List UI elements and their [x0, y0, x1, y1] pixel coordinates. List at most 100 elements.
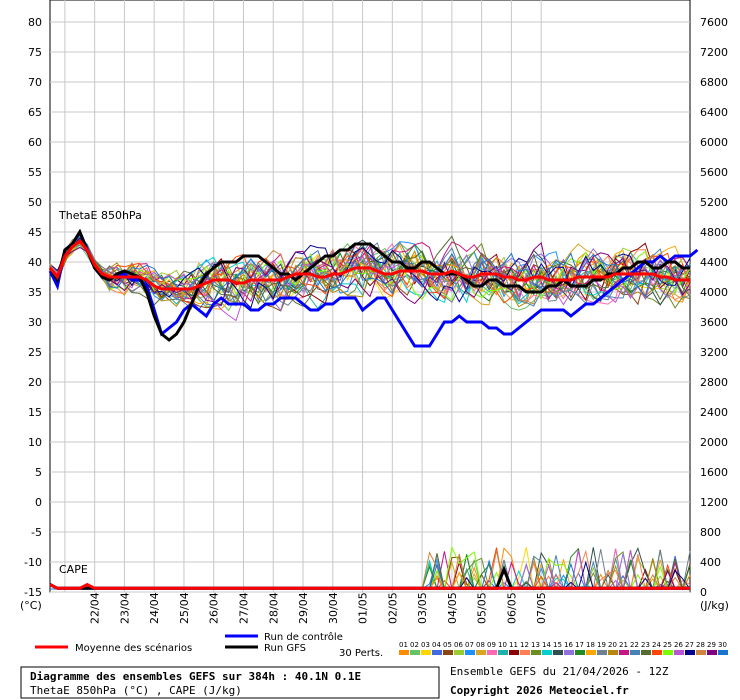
right-tick-label: 3200 — [700, 346, 728, 359]
pert-legend-swatch — [487, 650, 497, 655]
pert-legend-number: 15 — [553, 641, 562, 649]
left-tick-label: -5 — [31, 526, 42, 539]
right-tick-label: 7200 — [700, 46, 728, 59]
pert-legend-number: 06 — [454, 641, 463, 649]
pert-legend-number: 04 — [432, 641, 441, 649]
left-tick-label: 20 — [28, 376, 42, 389]
x-tick-label: 03/05 — [416, 592, 429, 624]
pert-legend-swatch — [608, 650, 618, 655]
right-tick-label: 4400 — [700, 256, 728, 269]
series-line-2 — [48, 228, 690, 342]
pert-legend-number: 29 — [707, 641, 716, 649]
left-tick-label: 45 — [28, 226, 42, 239]
chart-title: Diagramme des ensembles GEFS sur 384h : … — [30, 670, 361, 683]
pert-legend-swatch — [465, 650, 475, 655]
pert-legend-number: 05 — [443, 641, 452, 649]
pert-legend-number: 07 — [465, 641, 474, 649]
right-tick-label: 4800 — [700, 226, 728, 239]
x-tick-label: 07/05 — [535, 592, 548, 624]
x-tick-label: 04/05 — [446, 592, 459, 624]
pert-legend-swatch — [531, 650, 541, 655]
left-unit-label: (°C) — [20, 599, 42, 612]
left-tick-label: 80 — [28, 16, 42, 29]
perturbation-legend: 01 02 03 04 05 06 07 08 09 10 11 12 13 14 15 16 17 18 19 20… — [399, 641, 728, 655]
pert-legend-swatch — [476, 650, 486, 655]
left-tick-label: 40 — [28, 256, 42, 269]
left-tick-label: -10 — [24, 556, 42, 569]
pert-legend-swatch — [399, 650, 409, 655]
x-tick-label: 05/05 — [476, 592, 489, 624]
pert-legend-swatch — [564, 650, 574, 655]
pert-legend-number: 13 — [531, 641, 540, 649]
pert-legend-swatch — [641, 650, 651, 655]
pert-legend-swatch — [652, 650, 662, 655]
left-tick-label: 15 — [28, 406, 42, 419]
pert-legend-swatch — [520, 650, 530, 655]
pert-legend-swatch — [498, 650, 508, 655]
pert-legend-number: 02 — [410, 641, 419, 649]
chart-subtitle: ThetaE 850hPa (°C) , CAPE (J/kg) — [30, 684, 242, 697]
right-tick-label: 7600 — [700, 16, 728, 29]
pert-legend-swatch — [454, 650, 464, 655]
right-tick-label: 2800 — [700, 376, 728, 389]
pert-legend-number: 26 — [674, 641, 683, 649]
left-tick-label: 55 — [28, 166, 42, 179]
pert-legend-number: 19 — [597, 641, 606, 649]
pert-legend-swatch — [707, 650, 717, 655]
right-tick-label: 1200 — [700, 496, 728, 509]
right-tick-label: 0 — [700, 586, 707, 599]
x-tick-label: 30/04 — [327, 592, 340, 624]
series-cape-0 — [49, 582, 690, 590]
pert-legend-number: 01 — [399, 641, 408, 649]
pert-legend-number: 03 — [421, 641, 430, 649]
pert-legend-swatch — [421, 650, 431, 655]
pert-line-30 — [49, 236, 691, 298]
left-tick-label: 50 — [28, 196, 42, 209]
right-tick-label: 6400 — [700, 106, 728, 119]
main-series-lines — [48, 228, 699, 590]
pert-legend-swatch — [674, 650, 684, 655]
legend-control-label: Run de contrôle — [264, 631, 343, 643]
run-info: Ensemble GEFS du 21/04/2026 - 12Z — [450, 665, 669, 678]
cape-panel-label: CAPE — [59, 563, 88, 576]
pert-legend-number: 11 — [509, 641, 518, 649]
pert-legend-number: 20 — [608, 641, 617, 649]
x-tick-label: 25/04 — [178, 592, 191, 624]
pert-legend-swatch — [542, 650, 552, 655]
left-tick-label: 25 — [28, 346, 42, 359]
pert-legend-swatch — [509, 650, 519, 655]
pert-legend-number: 28 — [696, 641, 705, 649]
legend-gfs-label: Run GFS — [264, 643, 306, 654]
x-tick-label: 24/04 — [148, 592, 161, 624]
pert-legend-swatch — [553, 650, 563, 655]
pert-legend-number: 23 — [641, 641, 650, 649]
x-tick-label: 02/05 — [386, 592, 399, 624]
left-tick-label: 5 — [35, 466, 42, 479]
x-tick-label: 27/04 — [237, 592, 250, 624]
right-tick-label: 6000 — [700, 136, 728, 149]
theta-panel-label: ThetaE 850hPa — [58, 209, 142, 222]
pert-legend-swatch — [575, 650, 585, 655]
pert-line-23 — [49, 235, 691, 307]
pert-legend-swatch — [685, 650, 695, 655]
right-tick-label: 4000 — [700, 286, 728, 299]
left-tick-label: 30 — [28, 316, 42, 329]
right-unit-label: (J/kg) — [700, 599, 729, 612]
pert-legend-number: 09 — [487, 641, 496, 649]
series-line-0 — [48, 238, 690, 291]
x-tick-label: 06/05 — [505, 592, 518, 624]
left-tick-label: 60 — [28, 136, 42, 149]
pert-legend-swatch — [663, 650, 673, 655]
pert-legend-swatch — [718, 650, 728, 655]
left-tick-label: 65 — [28, 106, 42, 119]
left-tick-label: 0 — [35, 496, 42, 509]
pert-line-28 — [49, 243, 691, 305]
left-tick-label: 10 — [28, 436, 42, 449]
x-tick-label: 23/04 — [118, 592, 131, 624]
right-tick-label: 5200 — [700, 196, 728, 209]
pert-legend-number: 10 — [498, 641, 507, 649]
pert-legend-number: 18 — [586, 641, 595, 649]
right-tick-label: 2000 — [700, 436, 728, 449]
pert-line-27 — [49, 236, 691, 309]
